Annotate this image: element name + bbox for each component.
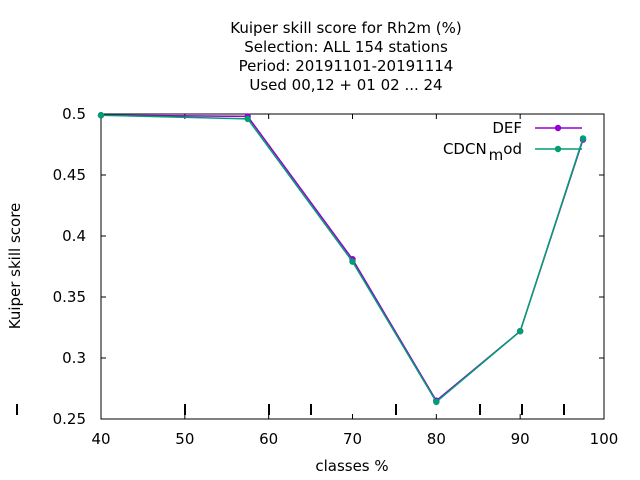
data-point xyxy=(516,327,524,335)
series-line-0 xyxy=(100,114,584,402)
y-tick-label: 0.5 xyxy=(62,105,86,123)
data-point xyxy=(579,135,587,142)
data-point xyxy=(97,112,105,119)
legend-label-main: CDCN xyxy=(443,140,487,158)
y-tick-label: 0.25 xyxy=(53,410,86,428)
x-tick-label: 90 xyxy=(511,430,530,448)
y-axis-label: Kuiper skill score xyxy=(6,203,24,330)
x-tick-label: 100 xyxy=(590,430,619,448)
data-point xyxy=(244,115,251,123)
title-line-3: Used 00,12 + 01 02 ... 24 xyxy=(249,76,442,94)
y-tick-label: 0.35 xyxy=(53,288,86,306)
series-group xyxy=(97,112,587,406)
plot-area xyxy=(100,113,605,420)
legend-label-1: CDCN mod xyxy=(443,140,522,164)
y-tick-label: 0.3 xyxy=(62,349,86,367)
legend-label-tail: od xyxy=(503,140,522,158)
x-axis-ticks: 40 50 60 70 80 90 100 xyxy=(91,114,618,448)
x-tick-label: 50 xyxy=(175,430,194,448)
data-point xyxy=(433,398,440,406)
chart-title: Kuiper skill score for Rh2m (%)Selection… xyxy=(230,19,462,94)
data-point xyxy=(349,258,356,265)
legend-label-0: DEF xyxy=(492,119,522,137)
legend-label-subscript: m xyxy=(489,146,504,164)
title-line-2: Period: 20191101-20191114 xyxy=(239,57,454,75)
plot-border xyxy=(100,113,605,420)
x-tick-label: 40 xyxy=(91,430,110,448)
legend: DEF CDCN mod xyxy=(443,119,582,164)
y-tick-label: 0.4 xyxy=(62,227,86,245)
x-axis-minor-ticks xyxy=(16,404,565,415)
legend-swatch-point xyxy=(554,124,562,132)
y-tick-label: 0.45 xyxy=(53,166,86,184)
x-tick-label: 80 xyxy=(427,430,446,448)
title-line-0: Kuiper skill score for Rh2m (%) xyxy=(230,19,462,37)
series-line-1 xyxy=(100,114,584,404)
title-line-1: Selection: ALL 154 stations xyxy=(244,38,448,56)
y-axis-ticks: 0.25 0.3 0.35 0.4 0.45 0.5 xyxy=(53,105,604,428)
x-tick-label: 60 xyxy=(259,430,278,448)
legend-swatch-point xyxy=(554,145,562,153)
x-tick-label: 70 xyxy=(343,430,362,448)
x-axis-label: classes % xyxy=(315,457,388,475)
